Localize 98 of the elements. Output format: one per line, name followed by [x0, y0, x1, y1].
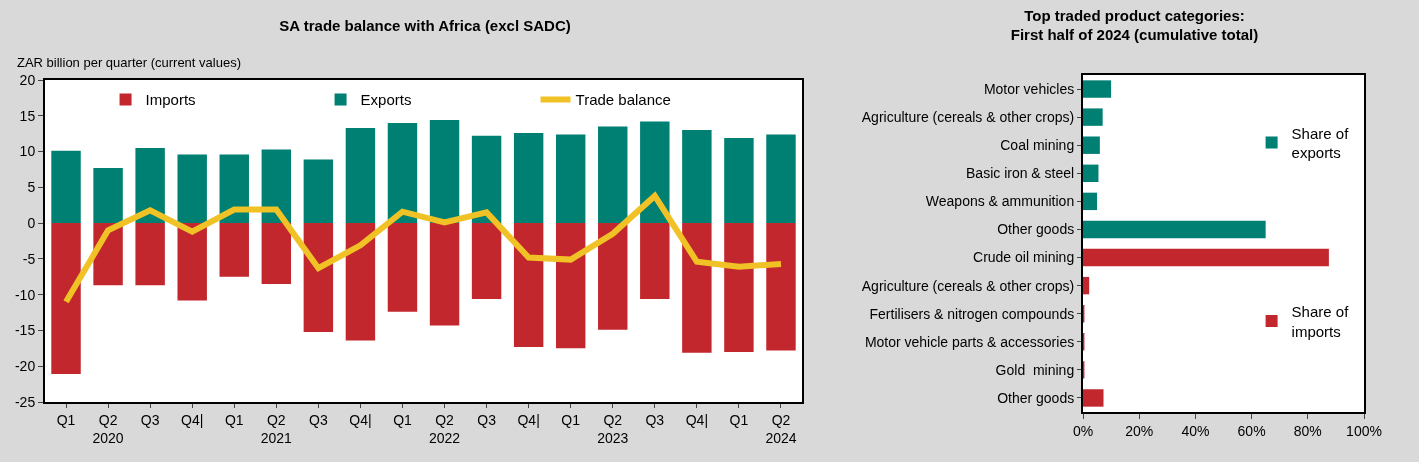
y-tick-label: Fertilisers & nitrogen compounds — [869, 305, 1075, 322]
bar — [682, 223, 712, 353]
x-tick-label: 20% — [1125, 422, 1154, 439]
bar — [135, 147, 165, 224]
bar — [177, 154, 207, 224]
y-tick-label: Basic iron & steel — [966, 165, 1075, 182]
x-tick-label: Q1 — [56, 411, 76, 428]
chart-title: Top traded product categories: First half of 2024 (cumulative total) — [1010, 6, 1259, 44]
y-tick-label: -15 — [14, 322, 36, 339]
y-tick-label: -20 — [14, 358, 36, 375]
bar — [513, 223, 544, 347]
bar — [682, 130, 712, 224]
bar — [766, 134, 796, 224]
bar — [219, 223, 249, 277]
x-tick-label: Q1 — [224, 411, 244, 428]
x-tick-label: 0% — [1072, 422, 1094, 439]
x-tick-label: Q3 — [645, 411, 665, 428]
bar — [1083, 136, 1100, 154]
y-tick-label: Gold mining — [995, 361, 1075, 378]
x-tick-label: Q1 — [393, 411, 413, 428]
bar — [555, 134, 586, 224]
legend-label: Trade balance — [575, 91, 671, 109]
bar — [261, 149, 292, 224]
bar — [1083, 248, 1329, 267]
legend-label: Exports — [360, 91, 412, 109]
bar — [1083, 389, 1104, 407]
bar — [93, 168, 123, 224]
bar — [219, 154, 249, 224]
bar — [303, 159, 334, 224]
x-tick-label: Q1 — [729, 411, 749, 428]
y-tick-label: Crude oil mining — [973, 249, 1075, 266]
x-tick-label: Q2 2021 — [260, 411, 293, 446]
bar — [471, 223, 502, 299]
y-tick-label: Coal mining — [1000, 137, 1075, 154]
bar — [724, 223, 754, 352]
bar — [51, 223, 81, 375]
bar — [345, 127, 376, 224]
x-tick-label: Q2 2024 — [765, 411, 797, 446]
legend-label: Share of imports — [1291, 303, 1350, 340]
bar — [1083, 108, 1103, 126]
bar — [387, 122, 418, 224]
bar — [429, 223, 460, 326]
bar — [1083, 276, 1090, 295]
y-tick-label: Agriculture (cereals & other crops) — [861, 277, 1075, 294]
x-tick-label: Q2 2023 — [597, 411, 629, 446]
x-tick-label: 100% — [1346, 422, 1382, 439]
bar — [135, 223, 165, 286]
bar — [640, 121, 670, 224]
x-tick-label: Q3 — [477, 411, 497, 428]
legend-label: Share of exports — [1291, 124, 1350, 161]
y-tick-label: Agriculture (cereals & other crops) — [861, 109, 1075, 126]
bar — [261, 223, 292, 284]
y-tick-label: 20 — [19, 71, 36, 88]
x-tick-label: Q4| — [685, 411, 709, 428]
bar — [429, 120, 460, 224]
x-tick-label: Q3 — [309, 411, 328, 428]
y-tick-label: 0 — [27, 215, 36, 232]
bar — [51, 150, 81, 224]
bar — [640, 223, 670, 299]
x-tick-label: Q4| — [517, 411, 540, 428]
x-tick-label: Q4| — [349, 411, 372, 428]
y-axis-title: ZAR billion per quarter (current values) — [17, 55, 241, 70]
legend-label: Imports — [145, 91, 196, 109]
x-tick-label: 60% — [1237, 422, 1266, 439]
bar — [303, 223, 334, 332]
y-tick-label: -5 — [22, 250, 36, 267]
y-tick-label: 15 — [19, 107, 36, 124]
x-tick-label: Q2 2022 — [428, 411, 461, 446]
bar — [555, 223, 586, 349]
bar — [345, 223, 376, 341]
y-tick-label: 10 — [19, 143, 36, 160]
y-tick-label: Motor vehicles — [983, 80, 1075, 97]
bar — [471, 135, 502, 224]
bar — [387, 223, 418, 312]
x-tick-label: 40% — [1181, 422, 1210, 439]
bar — [598, 126, 628, 224]
y-tick-label: Other goods — [997, 221, 1075, 238]
bar — [1083, 80, 1112, 98]
bar — [1083, 192, 1098, 211]
x-tick-label: Q4| — [181, 411, 204, 428]
y-tick-label: 5 — [27, 179, 36, 196]
bar — [724, 137, 754, 224]
y-tick-label: Weapons & ammunition — [925, 193, 1075, 210]
x-tick-label: Q3 — [140, 411, 160, 428]
y-tick-label: -10 — [14, 286, 36, 303]
y-tick-label: Motor vehicle parts & accessories — [864, 333, 1075, 350]
y-tick-label: Other goods — [997, 389, 1075, 406]
chart-title: SA trade balance with Africa (excl SADC) — [279, 17, 571, 35]
x-tick-label: Q1 — [561, 411, 581, 428]
bar — [1083, 220, 1266, 239]
bar — [513, 132, 544, 224]
x-tick-label: Q2 2020 — [92, 411, 124, 446]
y-tick-label: -25 — [14, 393, 36, 410]
bar — [1083, 164, 1099, 182]
bar — [177, 223, 207, 301]
bar — [766, 223, 796, 351]
x-tick-label: 80% — [1293, 422, 1322, 439]
bar — [598, 223, 628, 330]
